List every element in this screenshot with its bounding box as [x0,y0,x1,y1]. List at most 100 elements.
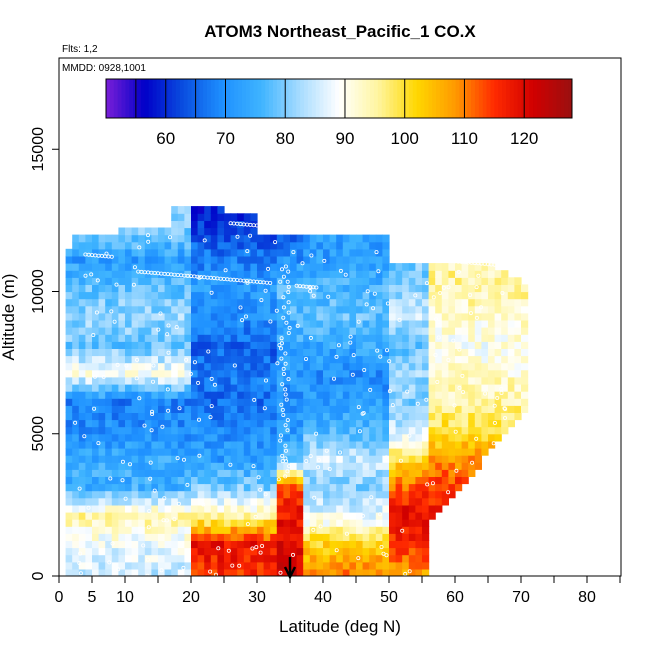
heatmap-cell [204,227,212,236]
colorbar-swatch [175,79,181,118]
heatmap-cell [389,319,397,328]
heatmap-cell [217,213,225,221]
sample-point [365,289,370,294]
heatmap-cell [65,341,73,349]
sample-point [384,455,389,460]
heatmap-cell [428,440,436,449]
heatmap-cell [230,526,238,534]
heatmap-cell [111,412,119,421]
heatmap-cell [296,547,304,556]
heatmap-cell [72,419,80,428]
sample-point [436,335,441,340]
heatmap-cell [237,220,245,229]
heatmap-cell [369,241,377,250]
sample-point [474,285,479,290]
heatmap-cell [349,412,357,421]
heatmap-cell [270,533,278,541]
heatmap-cell [501,284,509,293]
heatmap-cell [290,519,298,527]
heatmap-cell [171,355,179,364]
heatmap-cell [435,327,443,335]
sample-point [162,496,167,501]
heatmap-cell [296,469,304,477]
heatmap-cell [177,412,185,421]
heatmap-cell [323,547,331,556]
heatmap-cell [455,291,463,300]
heatmap-cell [177,369,185,378]
heatmap-cell [309,554,317,563]
heatmap-cell [263,348,271,357]
heatmap-cell [131,519,139,527]
heatmap-cell [217,504,225,513]
heatmap-cell [144,554,152,563]
heatmap-cell [270,241,278,250]
heatmap-cell [468,341,476,349]
heatmap-cell [197,327,205,335]
heatmap-cell [389,391,397,399]
heatmap-cell [72,391,80,399]
heatmap-cell [164,476,172,485]
heatmap-cell [395,497,403,506]
heatmap-cell [481,284,489,293]
heatmap-cell [435,305,443,314]
heatmap-cell [382,497,390,506]
sounding-point [281,305,286,310]
heatmap-cell [98,270,106,278]
heatmap-cell [164,554,172,563]
heatmap-cell [323,455,331,463]
heatmap-cell [428,270,436,278]
heatmap-cell [164,248,172,257]
sample-point [483,391,488,396]
heatmap-cell [395,412,403,421]
colorbar-frame [105,78,573,119]
heatmap-cell [316,448,324,456]
heatmap-cell [283,398,291,406]
heatmap-cell [138,561,146,570]
heatmap-cell [191,554,199,563]
heatmap-cell [138,348,146,357]
heatmap-cell [428,355,436,364]
heatmap-cell [85,476,93,485]
heatmap-cell [428,391,436,399]
colorbar-swatch [540,79,546,118]
heatmap-cell [342,277,350,285]
sounding-point [283,361,288,366]
heatmap-cell [158,255,166,264]
heatmap-cell [257,497,265,506]
heatmap-cell [204,248,212,257]
heatmap-cell [92,426,100,435]
heatmap-cell [276,327,284,335]
heatmap-cell [382,341,390,349]
heatmap-cell [158,412,166,421]
heatmap-cell [461,419,469,428]
heatmap-cell [481,355,489,364]
heatmap-cell [296,433,304,442]
heatmap-cell [72,561,80,570]
sample-point [409,258,414,263]
heatmap-cell [210,355,218,364]
heatmap-cell [217,341,225,349]
heatmap-cell [468,448,476,456]
heatmap-cell [303,440,311,449]
heatmap-cell [402,419,410,428]
heatmap-cell [309,384,317,392]
heatmap-cell [270,405,278,413]
heatmap-cell [138,234,146,243]
heatmap-cell [455,412,463,421]
heatmap-cell [85,348,93,357]
heatmap-cell [455,305,463,314]
heatmap-cell [415,440,423,449]
heatmap-cell [263,433,271,442]
heatmap-cell [230,384,238,392]
heatmap-cell [389,448,397,456]
heatmap-cell [230,448,238,456]
sample-point [387,389,392,394]
heatmap-cell [164,568,172,576]
heatmap-cell [111,305,119,314]
sample-point [230,563,235,568]
heatmap-cell [257,540,265,549]
heatmap-cell [402,270,410,278]
colorbar-swatch [509,79,515,118]
heatmap-cell [303,497,311,506]
heatmap-cell [118,298,126,307]
